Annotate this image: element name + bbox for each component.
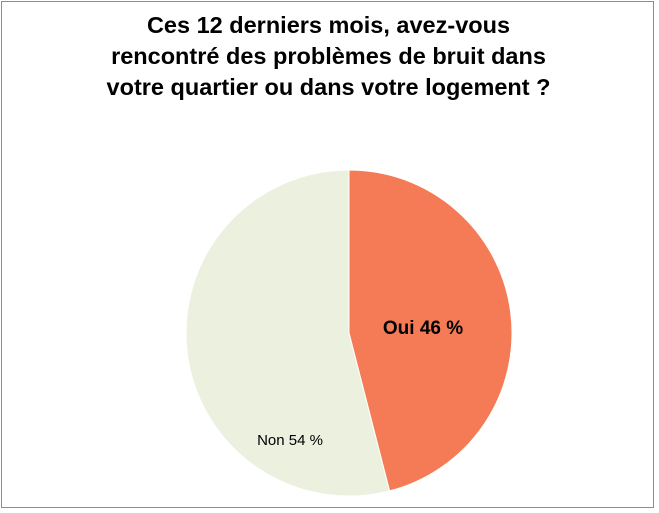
pie-slice-oui <box>348 169 513 492</box>
pie-slices <box>185 169 513 497</box>
chart-title-line-3: votre quartier ou dans votre logement ? <box>106 74 551 100</box>
chart-title-line-2: rencontré des problèmes de bruit dans <box>111 43 546 69</box>
slice-label-oui: Oui 46 % <box>383 318 463 339</box>
pie-slice-non <box>185 169 391 497</box>
slice-label-non: Non 54 % <box>257 432 323 449</box>
chart-title-line-1: Ces 12 derniers mois, avez-vous <box>146 12 511 38</box>
chart-title: Ces 12 derniers mois, avez-vous rencontr… <box>2 10 655 103</box>
